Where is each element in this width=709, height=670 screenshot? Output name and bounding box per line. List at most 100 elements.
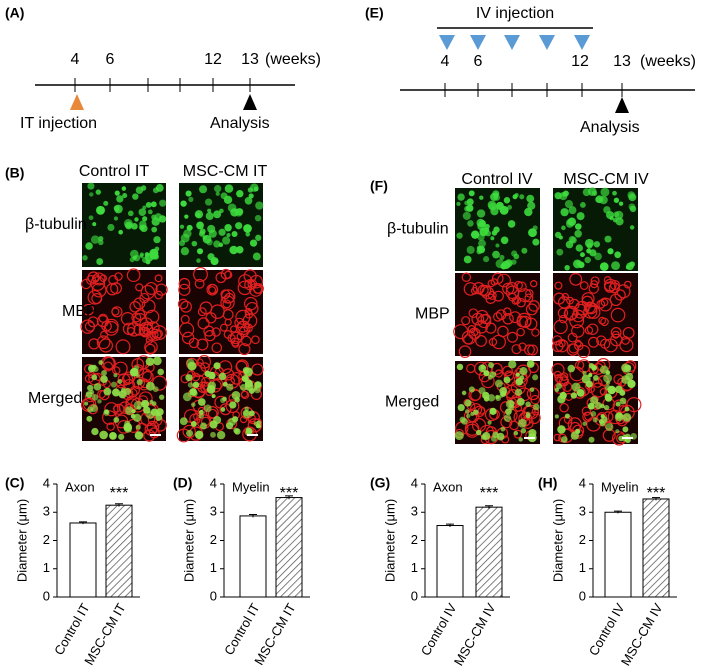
micrograph (454, 360, 541, 445)
axon-dot (123, 422, 133, 432)
axon-dot (245, 427, 251, 432)
axon-dot (493, 194, 501, 201)
axon-dot (595, 196, 602, 203)
axon-dot (117, 379, 123, 384)
axon-dot (532, 403, 540, 411)
axon-dot (134, 365, 139, 371)
column-header: MSC-CM IV (563, 171, 649, 188)
axon-dot (110, 381, 117, 388)
axon-dot (125, 406, 134, 415)
significance: *** (110, 485, 129, 502)
axon-dot (524, 207, 533, 217)
axon-dot (487, 394, 496, 402)
axon-dot (603, 206, 611, 214)
axon-dot (183, 229, 192, 238)
axon-dot (101, 369, 107, 376)
myelin-ring (502, 365, 513, 377)
axon-dot (571, 382, 581, 392)
axon-dot (131, 409, 136, 414)
myelin-ring (608, 282, 620, 294)
myelin-ring (155, 283, 168, 296)
myelin-ring (584, 326, 594, 335)
axon-dot (528, 228, 537, 238)
axon-dot (488, 202, 497, 211)
axon-dot (87, 384, 94, 392)
myelin-ring (488, 337, 498, 347)
axon-dot (456, 363, 464, 371)
axon-dot (575, 223, 582, 230)
axon-dot (462, 211, 471, 220)
axon-dot (487, 374, 493, 380)
axon-dot (619, 397, 627, 405)
myelin-ring (502, 282, 515, 295)
analysis-marker (243, 94, 257, 110)
axon-dot (626, 262, 634, 271)
myelin-ring (461, 272, 472, 282)
significance: *** (480, 485, 499, 502)
axon-dot (618, 435, 624, 442)
myelin-ring (610, 327, 622, 338)
myelin-ring (106, 283, 119, 296)
myelin-ring (214, 395, 228, 409)
row-label: MBP (62, 303, 97, 320)
axon-dot (243, 224, 252, 233)
myelin-ring (138, 326, 149, 336)
myelin-ring (224, 318, 232, 326)
myelin-ring (211, 342, 223, 354)
axon-dot (118, 390, 127, 399)
bar (475, 506, 503, 598)
axon-dot (582, 188, 591, 197)
axon-dot (479, 195, 484, 200)
axon-dot (218, 242, 224, 248)
axon-dot (464, 409, 470, 414)
axon-dot (589, 249, 597, 257)
myelin-ring (197, 307, 207, 317)
timeline-tick-label: 4 (441, 53, 450, 70)
axon-dot (526, 194, 535, 203)
axon-dot (186, 429, 194, 437)
myelin-ring (96, 335, 111, 350)
axon-dot (115, 208, 120, 213)
myelin-ring (604, 281, 616, 293)
myelin-ring (225, 399, 240, 413)
axon-dot (218, 228, 226, 236)
axon-dot (456, 232, 463, 239)
myelin-ring (598, 297, 613, 312)
y-tick-label: 4 (43, 475, 50, 490)
axon-dot (231, 230, 238, 238)
axon-dot (482, 431, 491, 441)
axon-dot (219, 208, 224, 214)
axon-dot (90, 235, 100, 244)
axon-dot (143, 406, 151, 414)
axon-dot (192, 381, 200, 388)
myelin-ring (91, 293, 103, 305)
myelin-ring (487, 290, 497, 300)
axon-dot (118, 229, 123, 235)
myelin-ring (610, 307, 626, 323)
axon-dot (91, 427, 99, 436)
axon-dot (85, 391, 93, 398)
axon-dot (121, 186, 127, 191)
axon-dot (197, 398, 206, 406)
axon-dot (568, 206, 577, 215)
axon-dot (198, 413, 204, 419)
axon-dot (96, 258, 104, 265)
myelin-ring (588, 283, 599, 294)
y-tick-label: 0 (579, 588, 586, 603)
axon-dot (91, 374, 98, 381)
x-tick-label: Control IV (418, 600, 460, 658)
micrograph (80, 268, 168, 355)
axon-dot (532, 225, 538, 231)
myelin-ring (581, 295, 594, 308)
myelin-ring (113, 361, 128, 376)
analysis-marker (615, 97, 629, 113)
significance: *** (647, 485, 666, 502)
axon-dot (478, 364, 487, 373)
axon-dot (216, 430, 226, 440)
axon-dot (145, 201, 152, 208)
bar (69, 522, 97, 598)
axon-dot (495, 243, 500, 248)
myelin-ring (516, 298, 526, 308)
chart-title: Axon (433, 479, 463, 494)
axon-dot (581, 374, 591, 384)
